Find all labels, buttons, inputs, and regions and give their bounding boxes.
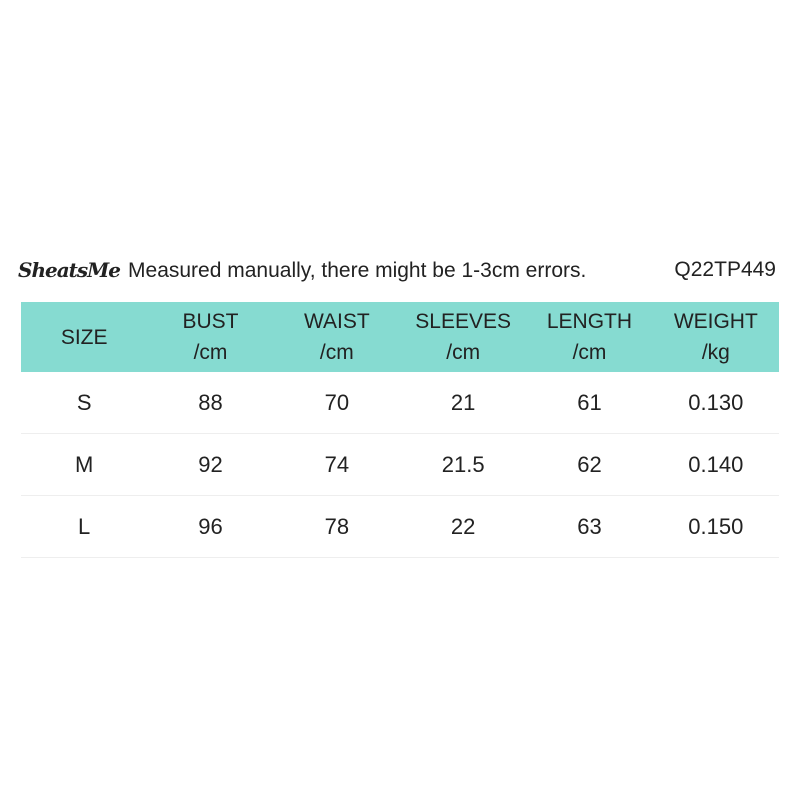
header-unit: /cm xyxy=(319,341,354,364)
cell-sleeves: 21 xyxy=(399,372,527,434)
header-label: LENGTH xyxy=(546,310,633,333)
cell-waist: 74 xyxy=(273,433,400,496)
size-chart-table: SIZE BUST/cm WAIST/cm SLEEVES/cm LENGTH /… xyxy=(21,302,779,558)
cell-length: 63 xyxy=(526,495,653,558)
header-unit: /kg xyxy=(701,341,730,364)
header-bust: BUST/cm xyxy=(147,302,274,372)
cell-waist: 78 xyxy=(273,495,400,558)
header-weight: WEIGHT/kg xyxy=(652,302,779,372)
cell-weight: 0.150 xyxy=(652,495,779,558)
cell-size: M xyxy=(21,433,148,496)
table-row: L 96 78 22 63 0.150 xyxy=(21,495,779,558)
cell-length: 62 xyxy=(526,433,653,496)
table-row: M 92 74 21.5 62 0.140 xyxy=(21,433,779,496)
header-label: SLEEVES xyxy=(415,310,512,333)
cell-length: 61 xyxy=(526,372,653,434)
header-label: BUST xyxy=(182,310,239,333)
header-row: SIZE BUST/cm WAIST/cm SLEEVES/cm LENGTH /… xyxy=(21,302,779,372)
cell-sleeves: 21.5 xyxy=(399,433,527,496)
header-length: LENGTH/cm xyxy=(526,302,653,372)
table-row: S 88 70 21 61 0.130 xyxy=(21,372,779,434)
header-unit: /cm xyxy=(572,341,607,364)
header-label: SIZE xyxy=(60,325,108,349)
header-waist: WAIST/cm xyxy=(273,302,400,372)
cell-sleeves: 22 xyxy=(399,495,527,558)
measurement-note: Measured manually, there might be 1-3cm … xyxy=(128,259,587,282)
header-label: WEIGHT xyxy=(673,310,758,333)
brand-logo: SheatsMe xyxy=(18,258,121,282)
cell-bust: 96 xyxy=(147,495,274,558)
cell-bust: 92 xyxy=(147,433,274,496)
cell-bust: 88 xyxy=(147,372,274,434)
cell-size: S xyxy=(21,372,148,434)
top-line: SheatsMe Measured manually, there might … xyxy=(18,258,586,283)
header-label: WAIST xyxy=(303,310,370,333)
cell-size: L xyxy=(21,495,148,558)
header-unit: /cm xyxy=(193,341,228,364)
product-code: Q22TP449 xyxy=(674,258,776,281)
cell-weight: 0.140 xyxy=(652,433,779,496)
header-sleeves: SLEEVES/cm xyxy=(399,302,527,372)
cell-weight: 0.130 xyxy=(652,372,779,434)
header-unit: /cm xyxy=(446,341,481,364)
header-size: SIZE xyxy=(21,302,148,372)
cell-waist: 70 xyxy=(273,372,400,434)
